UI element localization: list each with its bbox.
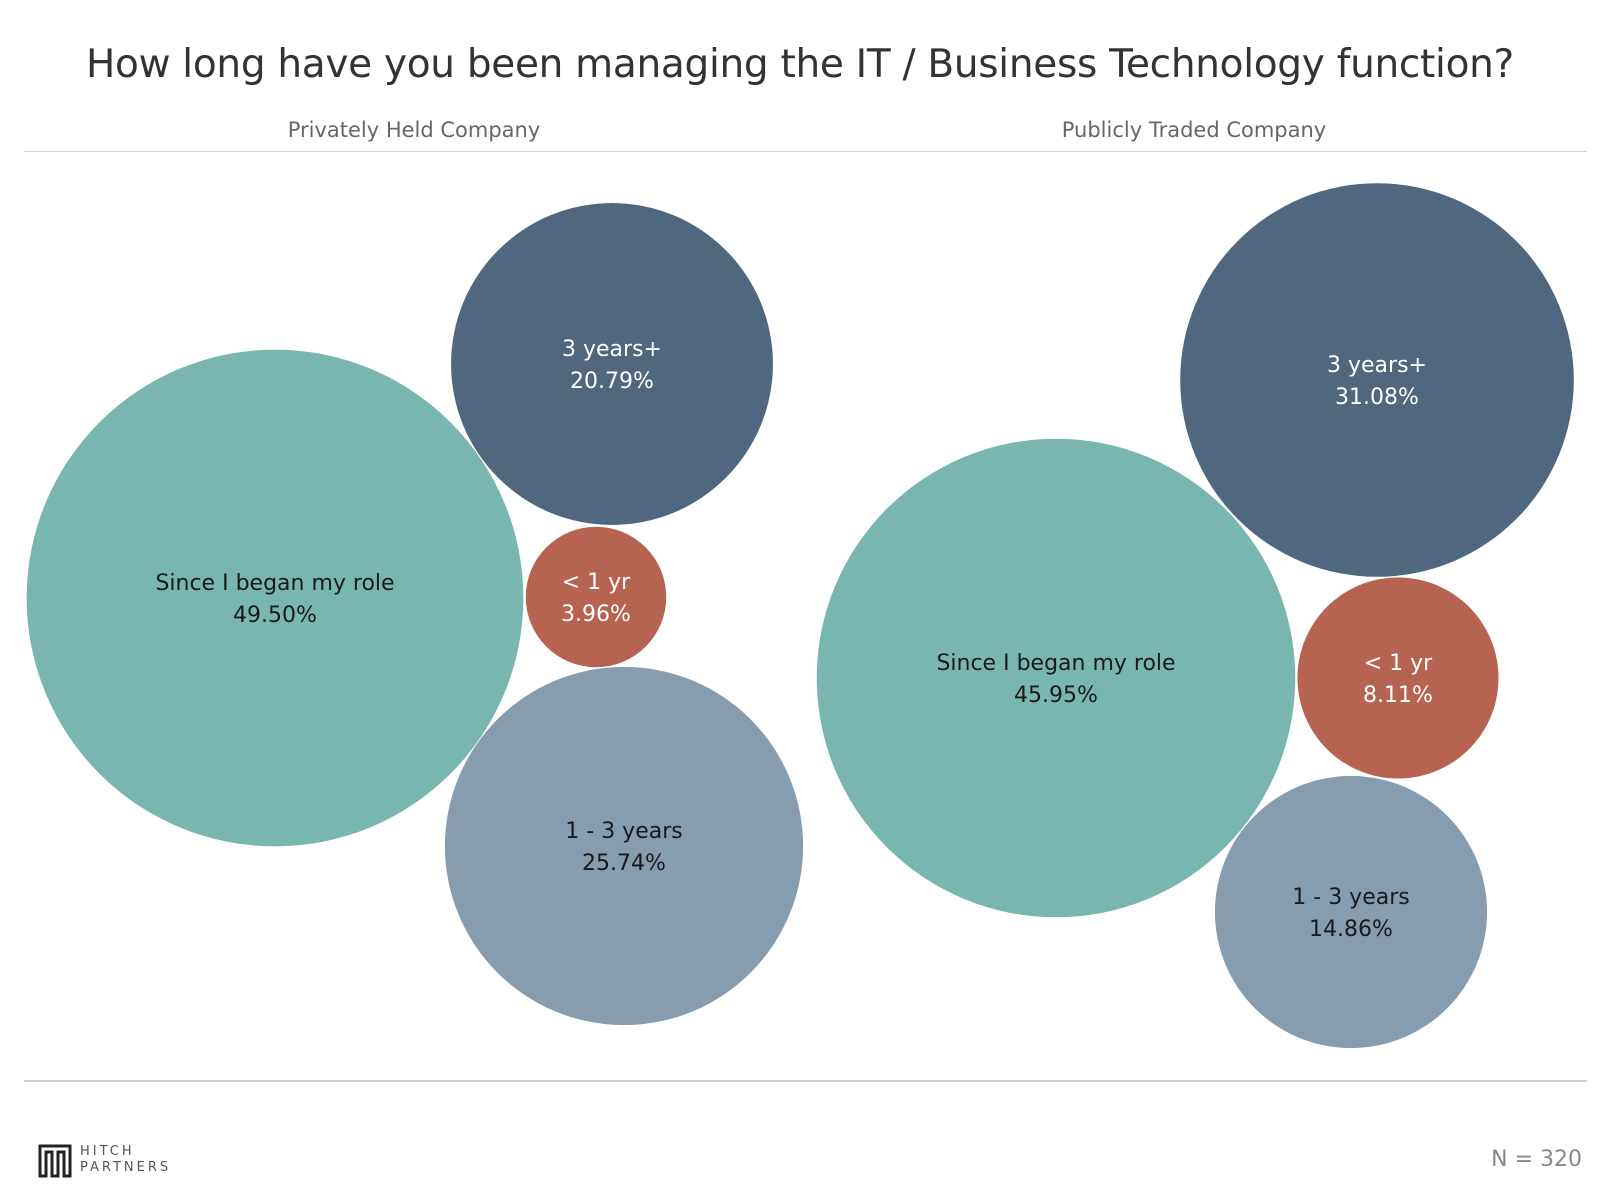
bubble-category-label: 1 - 3 years [565,819,682,844]
bubble-category-label: 3 years+ [1327,353,1427,378]
bubble-category-label: < 1 yr [562,570,631,595]
bubble-value-label: 8.11% [1363,683,1433,708]
public-bubbles: Since I began my role 45.95% 3 years+ 31.08… [816,183,1574,1049]
bubble-value-label: 45.95% [1014,683,1098,708]
hitch-partners-logo: HITCH PARTNERS [38,1142,198,1180]
bubble-value-label: 3.96% [561,602,631,627]
private-bubbles: Since I began my role 49.50% 3 years+ 20.79… [26,203,804,1026]
bubble-category-label: 1 - 3 years [1292,885,1409,910]
bubble-3-years [451,203,773,525]
chart-title: How long have you been managing the IT /… [86,42,1514,87]
panel-header-public: Publicly Traded Company [1061,118,1327,142]
header-divider [24,151,1587,152]
bubble-since-i-began-my-role [816,438,1296,918]
logo-text-hitch: HITCH [80,1144,135,1159]
footer-divider [24,1080,1587,1082]
bubble-value-label: 14.86% [1309,917,1393,942]
bubble-3-years [1180,183,1574,577]
bubble-1-yr [1297,577,1499,779]
bubble-value-label: 20.79% [570,369,654,394]
bubble-1-yr [525,526,667,668]
bubble-since-i-began-my-role [26,349,524,847]
bubble-value-label: 25.74% [582,851,666,876]
bubble-value-label: 49.50% [233,603,317,628]
bubble-category-label: < 1 yr [1364,651,1433,676]
bubble-category-label: 3 years+ [562,337,662,362]
bubble-category-label: Since I began my role [155,571,394,596]
sample-size-note: N = 320 [1491,1147,1582,1172]
bubble-1-3-years [1214,775,1488,1049]
bubble-value-label: 31.08% [1335,385,1419,410]
panel-header-private: Privately Held Company [287,118,541,142]
bubble-1-3-years [444,666,804,1026]
logo-mark-icon [38,1144,72,1178]
logo-text-partners: PARTNERS [80,1160,172,1175]
bubble-category-label: Since I began my role [936,651,1175,676]
